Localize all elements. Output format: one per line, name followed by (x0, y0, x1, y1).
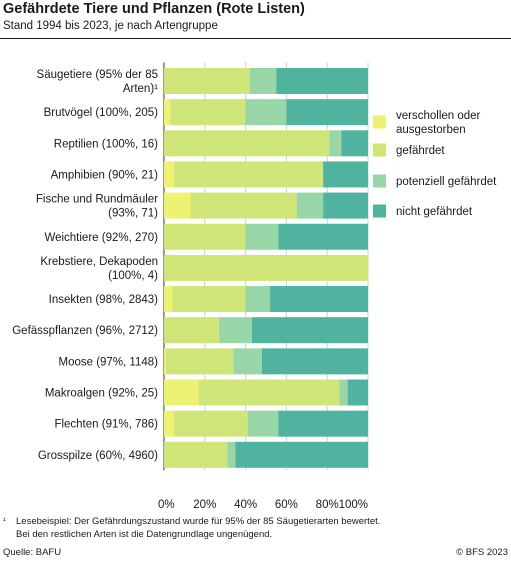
bar-segment (339, 379, 348, 406)
legend-label: potenziell gefährdet (396, 176, 497, 188)
bar-segment (329, 130, 342, 157)
copyright-note: © BFS 2023 (456, 547, 508, 558)
tick-label: 0% (158, 499, 175, 511)
bar-segment (174, 161, 324, 188)
bar-segment (164, 379, 199, 406)
legend-label: verschollen oder (396, 110, 481, 122)
bar-segment (227, 441, 236, 468)
bar-segment (170, 99, 246, 126)
bar-segment (323, 161, 368, 188)
bar-segment (164, 286, 173, 313)
bar-segment (247, 410, 279, 437)
category-label: Reptilien (100%, 16) (54, 138, 158, 150)
bar-segment (198, 379, 340, 406)
category-label: Säugetiere (95% der 85 (37, 69, 158, 81)
bar-segment (190, 192, 297, 219)
footnote: ¹ Lesebeispiel: Der Gefährdungszustand w… (3, 516, 380, 541)
bar-segment (164, 441, 228, 468)
bar-segment (233, 348, 262, 375)
bar-segment (251, 317, 368, 344)
footnote-mark: ¹ (3, 516, 6, 525)
bar-segment (235, 441, 368, 468)
bar-segment (245, 223, 279, 250)
x-axis-tick-labels: 0% 20% 40% 60% 80% 100% (158, 499, 368, 511)
bar-segment (164, 254, 368, 281)
legend-swatch (373, 143, 386, 157)
legend-label: ausgestorben (396, 124, 466, 136)
bar-segment (164, 348, 167, 375)
category-label: Makroalgen (92%, 25) (45, 388, 158, 400)
bar-segment (166, 348, 234, 375)
category-label: Gefässpflanzen (96%, 2712) (12, 325, 158, 337)
legend: verschollen oder ausgestorben gefährdet pot… (373, 110, 497, 218)
category-label: Krebstiere, Dekapoden (40, 256, 158, 268)
bar-segment (341, 130, 368, 157)
category-label: Weichtiere (92%, 270) (44, 232, 158, 244)
bar-segment (164, 99, 171, 126)
category-label: Moose (97%, 1148) (58, 356, 158, 368)
tick-label: 20% (193, 499, 216, 511)
bar-segment (164, 68, 250, 94)
category-label: Flechten (91%, 786) (54, 419, 158, 431)
bar-segment (261, 348, 368, 375)
bar-segment (276, 68, 368, 94)
tick-label: 40% (234, 499, 257, 511)
bar-segment (245, 99, 287, 126)
bar-segment (164, 192, 191, 219)
bar-segment (174, 410, 248, 437)
chart-subtitle: Stand 1994 bis 2023, je nach Artengruppe (3, 20, 218, 32)
bar-segment (164, 317, 220, 344)
legend-swatch (373, 204, 386, 218)
category-label: Grosspilze (60%, 4960) (38, 450, 158, 462)
category-label: (100%, 4) (108, 270, 158, 282)
bar-segment (164, 410, 175, 437)
bar-segment (286, 99, 368, 126)
category-label: (93%, 71) (108, 208, 158, 220)
tick-label: 60% (275, 499, 298, 511)
legend-swatch (373, 115, 386, 129)
bar-segment (347, 379, 368, 406)
category-label: Insekten (98%, 2843) (49, 294, 158, 306)
category-label: Arten)¹ (123, 83, 158, 95)
bar-segment (164, 223, 246, 250)
legend-label: nicht gefährdet (396, 206, 473, 218)
bar-segment (249, 68, 277, 94)
bar-segment (172, 286, 246, 313)
footnote-line-1: Lesebeispiel: Der Gefährdungszustand wur… (16, 516, 381, 527)
category-label: Fische und Rundmäuler (36, 194, 158, 206)
bar-segment (278, 410, 368, 437)
chart-title: Gefährdete Tiere und Pflanzen (Rote List… (3, 1, 305, 17)
bars (164, 68, 368, 468)
category-labels: Säugetiere (95% der 85 Arten)¹ Brutvögel (… (12, 69, 158, 462)
bar-segment (245, 286, 271, 313)
footnote-line-2: Bei den restlichen Arten ist die Datengr… (16, 528, 273, 540)
bar-segment (278, 223, 368, 250)
tick-label: 80% (316, 499, 339, 511)
bar-segment (219, 317, 252, 344)
bar-segment (164, 161, 175, 188)
category-label: Amphibien (90%, 21) (51, 169, 159, 181)
category-label: Brutvögel (100%, 205) (44, 107, 159, 119)
tick-label: 100% (339, 499, 368, 511)
source-note: Quelle: BAFU (3, 547, 62, 558)
bar-segment (296, 192, 324, 219)
legend-label: gefährdet (396, 145, 445, 157)
legend-swatch (373, 174, 386, 188)
title-rule (0, 38, 511, 39)
bar-segment (164, 130, 330, 157)
bar-segment (323, 192, 368, 219)
bar-segment (270, 286, 368, 313)
